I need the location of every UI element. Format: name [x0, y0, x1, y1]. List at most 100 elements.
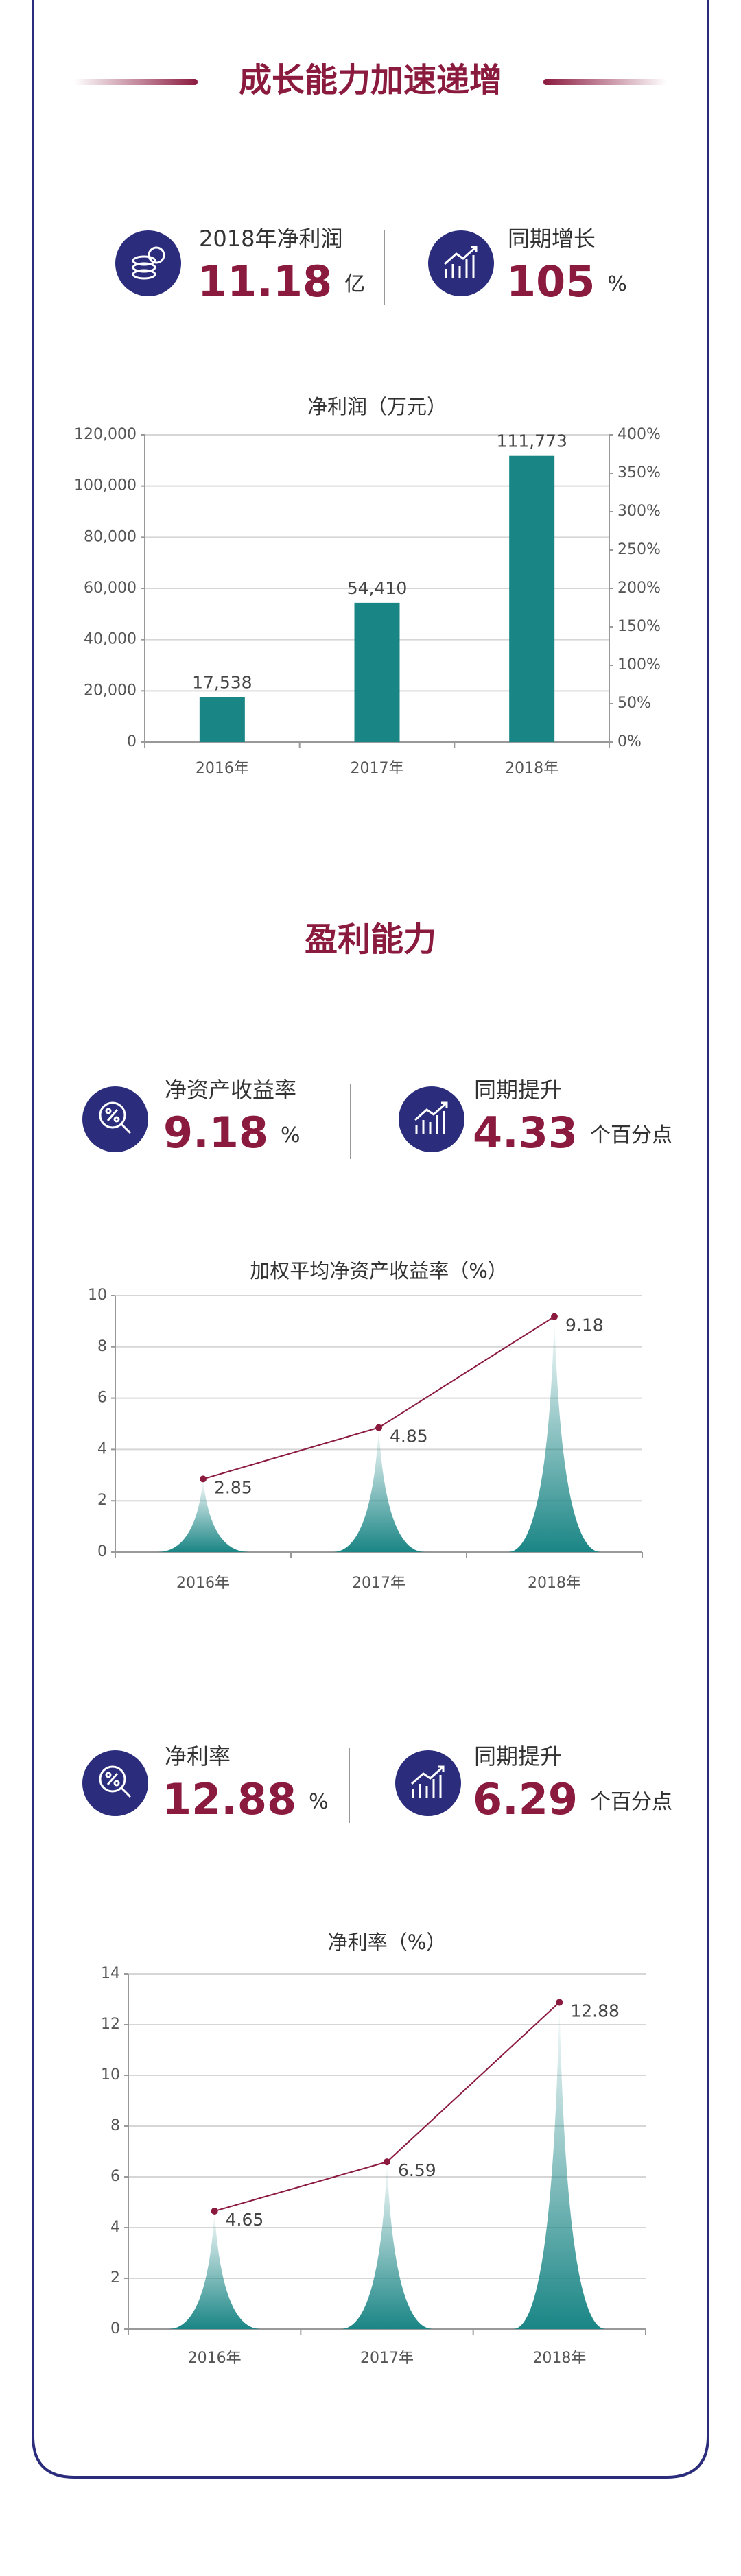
- point: [211, 2207, 218, 2215]
- spike: [156, 1479, 250, 1552]
- bar: [509, 455, 555, 742]
- value-label: 12.88: [570, 2001, 620, 2020]
- icon-glyph: [132, 246, 165, 280]
- kpi-label: 净资产收益率: [165, 1077, 296, 1103]
- kpi-number: 6.29: [473, 1774, 578, 1824]
- y-tick-label: 6: [110, 2168, 120, 2185]
- kpi-unit: 个百分点: [590, 1123, 672, 1147]
- y-tick-label: 0: [110, 2320, 120, 2337]
- kpi-number: 12.88: [162, 1774, 296, 1824]
- x-tick-label: 2016年: [196, 760, 249, 777]
- icon-glyph: [414, 1101, 448, 1134]
- y-tick-label: 2: [97, 1492, 107, 1509]
- value-label: 9.18: [565, 1315, 604, 1335]
- bar: [354, 602, 400, 742]
- kpi-number: 11.18: [198, 257, 332, 307]
- kpi-row: 净资产收益率 9.18% 同期提升 4.33 个百分点: [82, 1077, 672, 1159]
- y2-tick-label: 50%: [618, 695, 651, 712]
- y-tick-label: 100,000: [74, 477, 137, 494]
- kpi-number: 105: [506, 257, 595, 307]
- kpi-unit: 亿: [344, 272, 365, 296]
- value-label: 4.85: [390, 1427, 428, 1446]
- spike: [168, 2210, 261, 2329]
- kpi-value: 4.33 个百分点: [473, 1108, 672, 1158]
- kpi-value: 11.18 亿: [198, 257, 365, 307]
- y2-tick-label: 250%: [618, 541, 661, 558]
- frame: [32, 0, 709, 2479]
- kpi-label: 同期提升: [474, 1077, 562, 1103]
- kpi-value: 12.88%: [162, 1774, 329, 1824]
- value-label: 4.65: [226, 2210, 264, 2230]
- deco-line: [543, 79, 667, 85]
- header-title: 成长能力加速递增: [239, 61, 502, 99]
- x-tick-label: 2018年: [532, 2350, 586, 2367]
- x-tick-label: 2016年: [188, 2350, 242, 2367]
- y-tick-label: 14: [101, 1965, 120, 1982]
- x-tick-label: 2018年: [505, 760, 558, 777]
- y2-tick-label: 400%: [618, 426, 661, 443]
- y-tick-label: 10: [101, 2066, 120, 2084]
- spike: [340, 2162, 434, 2329]
- spike: [513, 2002, 606, 2329]
- icon-glyph: [411, 1765, 445, 1798]
- x-tick-label: 2017年: [351, 760, 404, 777]
- kpi-unit: %: [607, 272, 627, 296]
- spike: [508, 1316, 601, 1552]
- y-tick-label: 60,000: [84, 580, 137, 597]
- y-tick-label: 20,000: [84, 682, 137, 699]
- chart-title: 净利率（%）: [328, 1931, 447, 1954]
- kpi-label: 同期提升: [474, 1743, 562, 1769]
- value-label: 54,410: [347, 578, 407, 598]
- y-tick-label: 10: [88, 1287, 107, 1304]
- x-tick-label: 2018年: [528, 1575, 581, 1592]
- bar: [199, 697, 245, 742]
- y-tick-label: 4: [110, 2219, 120, 2236]
- kpi-value: 9.18%: [163, 1108, 301, 1158]
- icon-glyph: [99, 1765, 132, 1798]
- y2-tick-label: 200%: [618, 580, 661, 597]
- y2-tick-label: 350%: [618, 464, 661, 481]
- y-tick-label: 4: [97, 1440, 107, 1457]
- icon-glyph: [99, 1101, 132, 1134]
- value-label: 2.85: [214, 1477, 252, 1497]
- kpi-unit: 个百分点: [590, 1790, 672, 1814]
- y-tick-label: 120,000: [74, 426, 137, 443]
- kpi-value: 6.29 个百分点: [473, 1774, 672, 1824]
- chart-title: 加权平均净资产收益率（%）: [250, 1259, 508, 1283]
- y-tick-label: 8: [97, 1338, 107, 1355]
- y-tick-label: 0: [127, 733, 137, 750]
- kpi-row: 2018年净利润 11.18 亿 同期增长 105%: [115, 226, 627, 307]
- spike: [332, 1427, 425, 1552]
- chart-title: 净利润（万元）: [307, 395, 447, 418]
- y2-tick-label: 300%: [618, 503, 661, 520]
- point: [384, 2158, 390, 2166]
- kpi-label: 净利率: [165, 1743, 231, 1769]
- kpi-value: 105%: [506, 257, 627, 307]
- x-tick-label: 2017年: [352, 1575, 405, 1592]
- y-tick-label: 6: [97, 1390, 107, 1407]
- y-tick-label: 80,000: [84, 528, 137, 545]
- value-label: 6.59: [398, 2160, 436, 2180]
- point: [556, 1999, 563, 2006]
- deco-line: [74, 79, 198, 85]
- kpi-unit: %: [309, 1790, 329, 1814]
- kpi-label: 2018年净利润: [199, 226, 342, 252]
- kpi-label: 同期增长: [508, 226, 596, 252]
- kpi-number: 4.33: [473, 1108, 578, 1158]
- x-tick-label: 2017年: [360, 2350, 414, 2367]
- value-label: 17,538: [192, 673, 252, 693]
- point: [551, 1313, 558, 1320]
- y2-tick-label: 100%: [618, 656, 661, 673]
- kpi-unit: %: [281, 1123, 301, 1147]
- y-tick-label: 0: [97, 1543, 107, 1560]
- y2-tick-label: 150%: [618, 618, 661, 635]
- icon-growth: [399, 1086, 464, 1152]
- kpi-row: 净利率 12.88% 同期提升 6.29 个百分点: [82, 1743, 672, 1824]
- icon-growth: [428, 230, 494, 296]
- y2-tick-label: 0%: [618, 733, 642, 750]
- section-title: 盈利能力: [305, 920, 436, 959]
- y-tick-label: 8: [110, 2117, 120, 2134]
- y-tick-label: 2: [110, 2269, 120, 2287]
- y-tick-label: 40,000: [84, 631, 137, 648]
